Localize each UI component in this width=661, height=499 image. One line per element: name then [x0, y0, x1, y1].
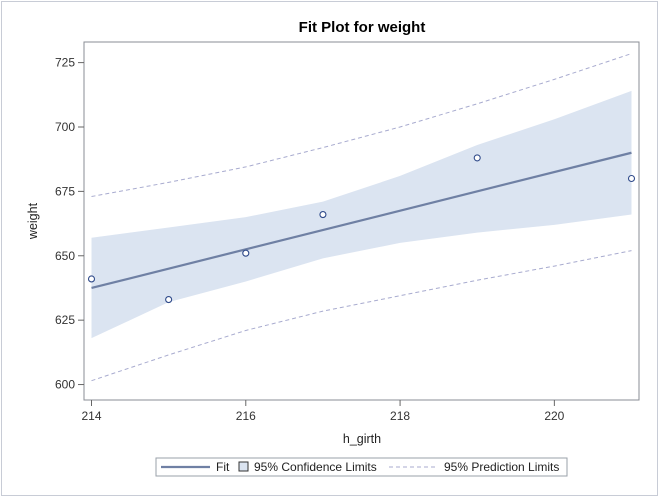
plot-area-border [83, 41, 640, 401]
confidence-band [91, 90, 632, 339]
data-point [319, 211, 327, 219]
x-tick-label: 220 [544, 409, 564, 423]
y-tick-label: 725 [55, 56, 75, 70]
legend: Fit 95% Confidence Limits 95% Prediction… [155, 457, 568, 477]
y-tick-label: 600 [55, 378, 75, 392]
data-point [473, 154, 481, 162]
y-tick-label: 650 [55, 249, 75, 263]
axes-layer: 600 625 650 675 700 725 214 216 218 220 [55, 56, 565, 423]
x-axis-label: h_girth [343, 432, 381, 446]
x-tick-label: 214 [81, 409, 101, 423]
prediction-limit-lower [91, 250, 632, 382]
data-point [165, 296, 173, 304]
y-tick-label: 675 [55, 184, 75, 198]
y-tick-label: 700 [55, 120, 75, 134]
prediction-limit-upper [91, 53, 632, 198]
x-tick-label: 216 [236, 409, 256, 423]
fit-line [91, 151, 632, 290]
legend-confidence-swatch [238, 461, 249, 472]
data-point [242, 249, 250, 257]
y-tick-label: 625 [55, 313, 75, 327]
legend-box [155, 457, 568, 477]
chart-title: Fit Plot for weight [299, 19, 426, 36]
data-point [627, 174, 636, 183]
x-tick-label: 218 [390, 409, 410, 423]
y-axis-label: weight [26, 202, 40, 240]
legend-confidence-label: 95% Confidence Limits [254, 460, 377, 474]
legend-fit-label: Fit [216, 460, 230, 474]
legend-prediction-label: 95% Prediction Limits [444, 460, 559, 474]
plot-layer [87, 53, 636, 382]
data-point [87, 275, 96, 283]
